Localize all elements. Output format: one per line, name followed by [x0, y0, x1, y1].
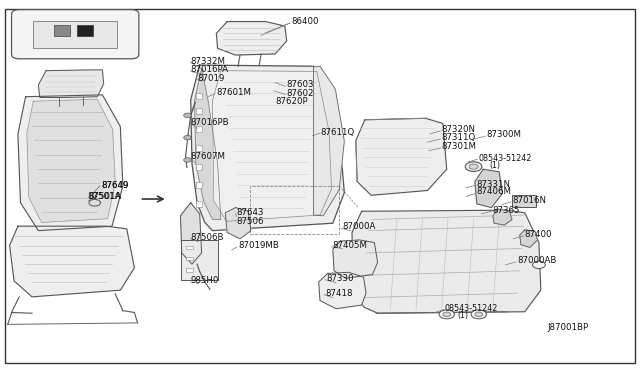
Polygon shape: [319, 272, 366, 309]
Text: 87418: 87418: [325, 289, 353, 298]
Text: 87365: 87365: [493, 206, 520, 215]
Text: 87016PB: 87016PB: [191, 118, 229, 126]
Polygon shape: [216, 22, 287, 55]
Text: 87000A: 87000A: [342, 222, 376, 231]
Text: 87000AB: 87000AB: [517, 256, 557, 265]
Polygon shape: [475, 169, 502, 208]
Polygon shape: [352, 210, 541, 313]
Polygon shape: [333, 240, 378, 278]
Text: 87649: 87649: [101, 181, 129, 190]
Text: 87019: 87019: [197, 74, 225, 83]
Circle shape: [469, 164, 478, 169]
Text: 87332M: 87332M: [191, 57, 226, 66]
Circle shape: [532, 261, 545, 269]
Text: 87320N: 87320N: [442, 125, 476, 134]
Bar: [196, 126, 202, 132]
Bar: [186, 257, 193, 260]
Text: J87001BP: J87001BP: [547, 323, 588, 332]
Polygon shape: [191, 65, 344, 231]
Bar: [196, 201, 202, 207]
Bar: [196, 182, 202, 188]
Bar: [196, 164, 202, 170]
Text: (1): (1): [490, 161, 500, 170]
Bar: [181, 240, 218, 280]
Polygon shape: [27, 99, 115, 222]
Bar: [196, 145, 202, 151]
Bar: [33, 21, 117, 48]
Text: 87603: 87603: [287, 80, 314, 89]
Polygon shape: [520, 230, 538, 247]
Text: 87501A: 87501A: [88, 192, 122, 201]
Text: 87405M: 87405M: [333, 241, 368, 250]
Bar: [186, 268, 193, 272]
Bar: [196, 93, 202, 99]
Text: 87601M: 87601M: [216, 88, 252, 97]
Circle shape: [184, 158, 191, 162]
Text: 87019MB: 87019MB: [238, 241, 279, 250]
Bar: [54, 25, 70, 36]
Circle shape: [475, 312, 483, 317]
Bar: [512, 195, 536, 207]
Text: 87620P: 87620P: [275, 97, 308, 106]
Text: (1): (1): [458, 311, 468, 320]
Circle shape: [184, 113, 191, 118]
Text: 87406M: 87406M: [477, 187, 512, 196]
Polygon shape: [180, 203, 202, 264]
FancyBboxPatch shape: [12, 10, 139, 59]
Circle shape: [439, 310, 454, 319]
Polygon shape: [212, 71, 332, 221]
Text: 87300M: 87300M: [486, 130, 522, 139]
Text: 86400: 86400: [291, 17, 319, 26]
Text: 985H0: 985H0: [191, 276, 219, 285]
Text: 87506B: 87506B: [191, 233, 224, 242]
Bar: [196, 108, 202, 114]
Text: 87611Q: 87611Q: [320, 128, 355, 137]
Polygon shape: [195, 69, 221, 219]
Text: 87602: 87602: [287, 89, 314, 97]
Polygon shape: [225, 208, 251, 239]
Bar: [77, 25, 93, 36]
Bar: [250, 186, 339, 234]
Polygon shape: [38, 70, 104, 97]
Polygon shape: [314, 66, 344, 216]
Circle shape: [471, 310, 486, 319]
Text: 87331N: 87331N: [477, 180, 511, 189]
Polygon shape: [493, 209, 512, 225]
Text: 87649: 87649: [101, 181, 129, 190]
Text: 87016N: 87016N: [512, 196, 546, 205]
Circle shape: [443, 312, 451, 317]
Circle shape: [184, 135, 191, 140]
Text: 87301M: 87301M: [442, 142, 477, 151]
Text: 87643: 87643: [237, 208, 264, 217]
Text: 87311Q: 87311Q: [442, 133, 476, 142]
Text: 87607M: 87607M: [191, 153, 226, 161]
Text: 87506: 87506: [237, 217, 264, 226]
Text: 08543-51242: 08543-51242: [445, 304, 498, 312]
Polygon shape: [356, 118, 447, 195]
Text: 87330: 87330: [326, 274, 354, 283]
Circle shape: [89, 199, 100, 206]
Text: 87016PA: 87016PA: [191, 65, 228, 74]
Bar: [186, 246, 193, 249]
Text: 08543-51242: 08543-51242: [479, 154, 532, 163]
Text: 87501A: 87501A: [87, 192, 120, 201]
Text: 87400: 87400: [525, 230, 552, 239]
Polygon shape: [10, 226, 134, 297]
Polygon shape: [18, 95, 123, 231]
Circle shape: [465, 162, 482, 171]
